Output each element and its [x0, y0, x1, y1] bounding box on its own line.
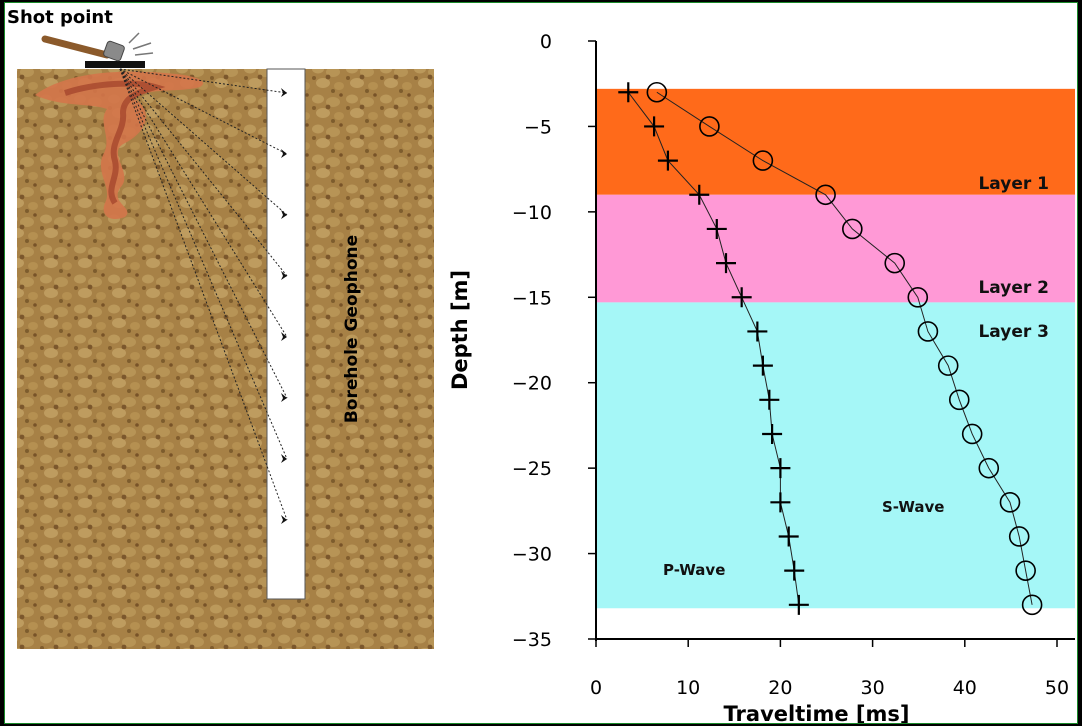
layer-label-3: Layer 3 — [978, 322, 1049, 342]
s-wave-point — [907, 286, 929, 308]
chart-axes: 0 −5 −10 −15 −20 −25 −30 −35 0 10 20 30 40 50 Travelti… — [448, 31, 1075, 723]
geophone-arrow — [281, 454, 287, 463]
p-wave-point — [706, 218, 727, 239]
s-wave-point — [1008, 526, 1030, 547]
ray-path — [119, 68, 288, 277]
p-wave-point — [770, 492, 791, 513]
hammer-head — [103, 40, 125, 62]
y-tick-label: −35 — [512, 629, 552, 651]
soil-block — [17, 69, 434, 649]
s-wave-point — [917, 321, 939, 342]
wave-label-p-wave: P-Wave — [663, 561, 725, 579]
surface-disturbance-inner — [64, 80, 166, 205]
y-tick-label: −10 — [512, 202, 552, 224]
geophone-arrow — [281, 332, 287, 341]
s-wave-point — [842, 218, 863, 240]
layer-band-3 — [596, 302, 1075, 609]
y-tick-label: −25 — [512, 458, 552, 480]
p-wave-point — [644, 116, 665, 137]
p-wave-point — [716, 253, 737, 274]
p-wave-point — [788, 594, 809, 615]
borehole-illustration: Shot point Borehole Geophone — [7, 7, 434, 649]
shot-plate — [85, 61, 145, 68]
figure-panel: Shot point Borehole Geophone 0 −5 −10 −15 −2… — [4, 2, 1078, 724]
series-markers — [618, 81, 1043, 616]
series-lines — [627, 91, 1033, 605]
y-tick-label: −15 — [512, 287, 552, 309]
s-wave-point — [752, 150, 774, 171]
p-wave-point — [784, 560, 805, 581]
chart-labels: Layer 1 Layer 2 Layer 3 P-Wave S-Wave — [663, 174, 1049, 579]
y-tick-label: −20 — [512, 373, 552, 395]
geophone-arrow — [281, 210, 287, 219]
s-wave-point — [961, 423, 983, 445]
s-wave-point — [1021, 594, 1043, 616]
s-wave-point — [646, 81, 668, 103]
y-axis-title: Depth [m] — [448, 270, 472, 390]
geophone-arrow — [281, 271, 287, 280]
p-wave-point — [759, 389, 780, 410]
x-tick-label: 50 — [1045, 677, 1069, 699]
geophone-arrow — [281, 515, 287, 524]
s-wave-point — [948, 389, 970, 411]
p-wave-point — [747, 321, 768, 342]
s-wave-point — [978, 457, 1000, 479]
layer-band-2 — [596, 194, 1075, 303]
y-tick-label: −5 — [524, 116, 552, 138]
p-wave-point — [731, 287, 752, 308]
series-line-p-wave — [627, 91, 800, 605]
traveltime-chart: 0 −5 −10 −15 −20 −25 −30 −35 0 10 20 30 40 50 Travelti… — [448, 31, 1075, 723]
x-tick-label: 40 — [953, 677, 977, 699]
ray-path — [119, 68, 288, 216]
figure-svg: Shot point Borehole Geophone 0 −5 −10 −15 −2… — [7, 7, 1075, 723]
geophone-arrow — [281, 88, 287, 97]
ray-path — [119, 68, 288, 521]
x-axis-title: Traveltime [ms] — [724, 702, 910, 723]
borehole-geophone-label: Borehole Geophone — [342, 235, 362, 423]
p-wave-point — [752, 355, 773, 376]
soil-dark-patches — [17, 69, 434, 649]
geophone-arrow — [281, 149, 287, 158]
p-wave-point — [770, 458, 791, 479]
wave-label-s-wave: S-Wave — [882, 498, 944, 516]
x-tick-label: 20 — [768, 677, 792, 699]
x-tick-label: 0 — [590, 677, 602, 699]
s-wave-point — [884, 252, 906, 274]
p-wave-point — [778, 526, 799, 547]
layer-bands — [596, 88, 1075, 609]
hammer-handle — [41, 35, 111, 59]
s-wave-point — [937, 355, 959, 376]
layer-band-1 — [596, 88, 1075, 195]
s-wave-point — [999, 492, 1021, 513]
p-wave-point — [689, 184, 710, 205]
ray-path — [119, 68, 288, 399]
impact-lines — [128, 32, 154, 56]
surface-disturbance — [35, 71, 204, 220]
p-wave-point — [657, 150, 678, 171]
s-wave-point — [815, 184, 836, 206]
geophone-arrow — [281, 393, 287, 402]
s-wave-point — [1015, 560, 1036, 581]
ray-path — [119, 68, 288, 338]
y-tick-label: −30 — [512, 544, 552, 566]
p-wave-point — [618, 82, 639, 103]
ray-path — [119, 68, 288, 155]
y-tick-label: 0 — [540, 31, 552, 53]
s-wave-point — [699, 116, 720, 137]
ray-path — [119, 68, 288, 94]
borehole — [266, 68, 306, 600]
layer-label-2: Layer 2 — [978, 278, 1049, 298]
ray-paths — [119, 68, 288, 524]
series-line-s-wave — [656, 91, 1033, 605]
layer-label-1: Layer 1 — [978, 174, 1049, 194]
ray-path — [119, 68, 288, 460]
x-tick-label: 10 — [676, 677, 700, 699]
shot-point-label: Shot point — [7, 7, 113, 28]
x-tick-label: 30 — [861, 677, 885, 699]
p-wave-point — [762, 423, 783, 444]
